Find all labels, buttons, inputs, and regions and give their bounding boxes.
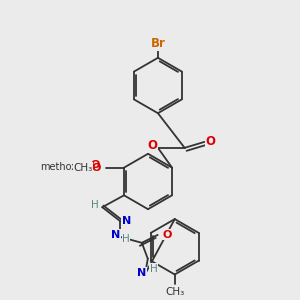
Text: N: N: [112, 230, 121, 240]
Text: O: O: [206, 135, 215, 148]
Text: methoxy: methoxy: [40, 162, 82, 172]
Text: O: O: [91, 160, 100, 170]
Text: N: N: [122, 216, 131, 226]
Text: O: O: [147, 140, 157, 152]
Text: O: O: [92, 163, 101, 172]
Text: CH₃: CH₃: [73, 163, 92, 172]
Text: H: H: [122, 234, 130, 244]
Text: O: O: [163, 230, 172, 240]
Text: CH₃: CH₃: [165, 287, 184, 297]
Text: H: H: [150, 263, 158, 274]
Text: Br: Br: [151, 38, 165, 50]
Text: H: H: [91, 200, 98, 210]
Text: N: N: [137, 268, 146, 278]
